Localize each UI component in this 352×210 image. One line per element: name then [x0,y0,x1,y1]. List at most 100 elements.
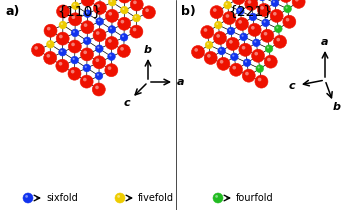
Circle shape [210,6,223,19]
Circle shape [223,12,236,25]
Text: c: c [124,98,130,108]
Circle shape [207,43,209,45]
Circle shape [86,11,88,13]
Circle shape [258,78,262,81]
Circle shape [96,4,100,8]
Circle shape [84,23,87,27]
Circle shape [95,58,99,62]
Circle shape [56,32,69,45]
Circle shape [68,40,81,53]
Circle shape [71,15,75,19]
Circle shape [226,37,239,50]
Circle shape [98,19,100,21]
Circle shape [44,24,57,37]
Circle shape [216,34,220,38]
Circle shape [73,58,75,60]
Circle shape [276,26,278,29]
Circle shape [204,28,207,32]
Circle shape [240,33,247,41]
Circle shape [61,50,63,52]
Circle shape [106,9,119,22]
Circle shape [134,16,137,18]
Circle shape [224,1,231,9]
Circle shape [59,48,66,56]
Circle shape [59,8,63,11]
Circle shape [213,193,223,203]
Circle shape [265,45,273,52]
Circle shape [97,74,99,76]
Circle shape [133,1,137,4]
Circle shape [96,31,100,35]
Circle shape [59,35,63,38]
Circle shape [130,0,143,11]
Circle shape [230,63,243,76]
Circle shape [254,41,256,43]
Circle shape [73,31,75,33]
Circle shape [120,34,128,41]
Circle shape [118,0,131,3]
Circle shape [68,67,81,80]
Circle shape [93,56,106,69]
Circle shape [213,32,226,45]
Circle shape [71,56,78,64]
Circle shape [267,58,271,61]
Circle shape [238,9,240,11]
Circle shape [73,3,75,6]
Circle shape [85,38,87,41]
Circle shape [110,0,112,2]
Circle shape [97,46,99,49]
Circle shape [204,51,217,64]
Circle shape [245,72,249,75]
Circle shape [261,29,274,42]
Circle shape [257,3,270,16]
Circle shape [83,37,91,45]
Circle shape [264,21,266,23]
Circle shape [213,8,216,12]
Circle shape [105,64,118,77]
Circle shape [57,5,70,18]
Circle shape [276,38,280,41]
Circle shape [241,35,244,37]
Circle shape [262,19,269,27]
Circle shape [105,37,118,50]
Circle shape [108,39,112,43]
Circle shape [258,66,260,68]
Circle shape [59,21,67,29]
Circle shape [108,0,116,6]
Circle shape [226,3,228,5]
Circle shape [121,20,124,24]
Circle shape [229,29,231,31]
Circle shape [56,59,69,72]
Circle shape [271,0,279,7]
Circle shape [231,53,238,61]
Circle shape [23,193,33,203]
Circle shape [237,7,244,15]
Circle shape [93,1,106,14]
Text: {110}: {110} [57,5,101,19]
Circle shape [194,48,198,52]
Circle shape [83,64,90,72]
Circle shape [220,49,222,51]
Circle shape [84,10,92,17]
Circle shape [108,12,112,16]
Circle shape [191,46,205,59]
Circle shape [260,6,264,10]
Circle shape [47,27,51,30]
Circle shape [46,54,50,58]
Circle shape [110,27,112,29]
Circle shape [267,46,269,49]
Circle shape [61,23,63,25]
Circle shape [242,69,255,82]
Text: {221}: {221} [228,5,272,19]
Circle shape [275,25,282,33]
Text: b: b [333,102,341,112]
Circle shape [247,0,251,4]
Text: fourfold: fourfold [236,193,274,203]
Text: a): a) [5,5,19,18]
Circle shape [95,86,99,89]
Circle shape [31,43,44,56]
Circle shape [286,18,289,21]
Circle shape [143,6,156,19]
Circle shape [242,46,245,50]
Circle shape [69,13,82,26]
